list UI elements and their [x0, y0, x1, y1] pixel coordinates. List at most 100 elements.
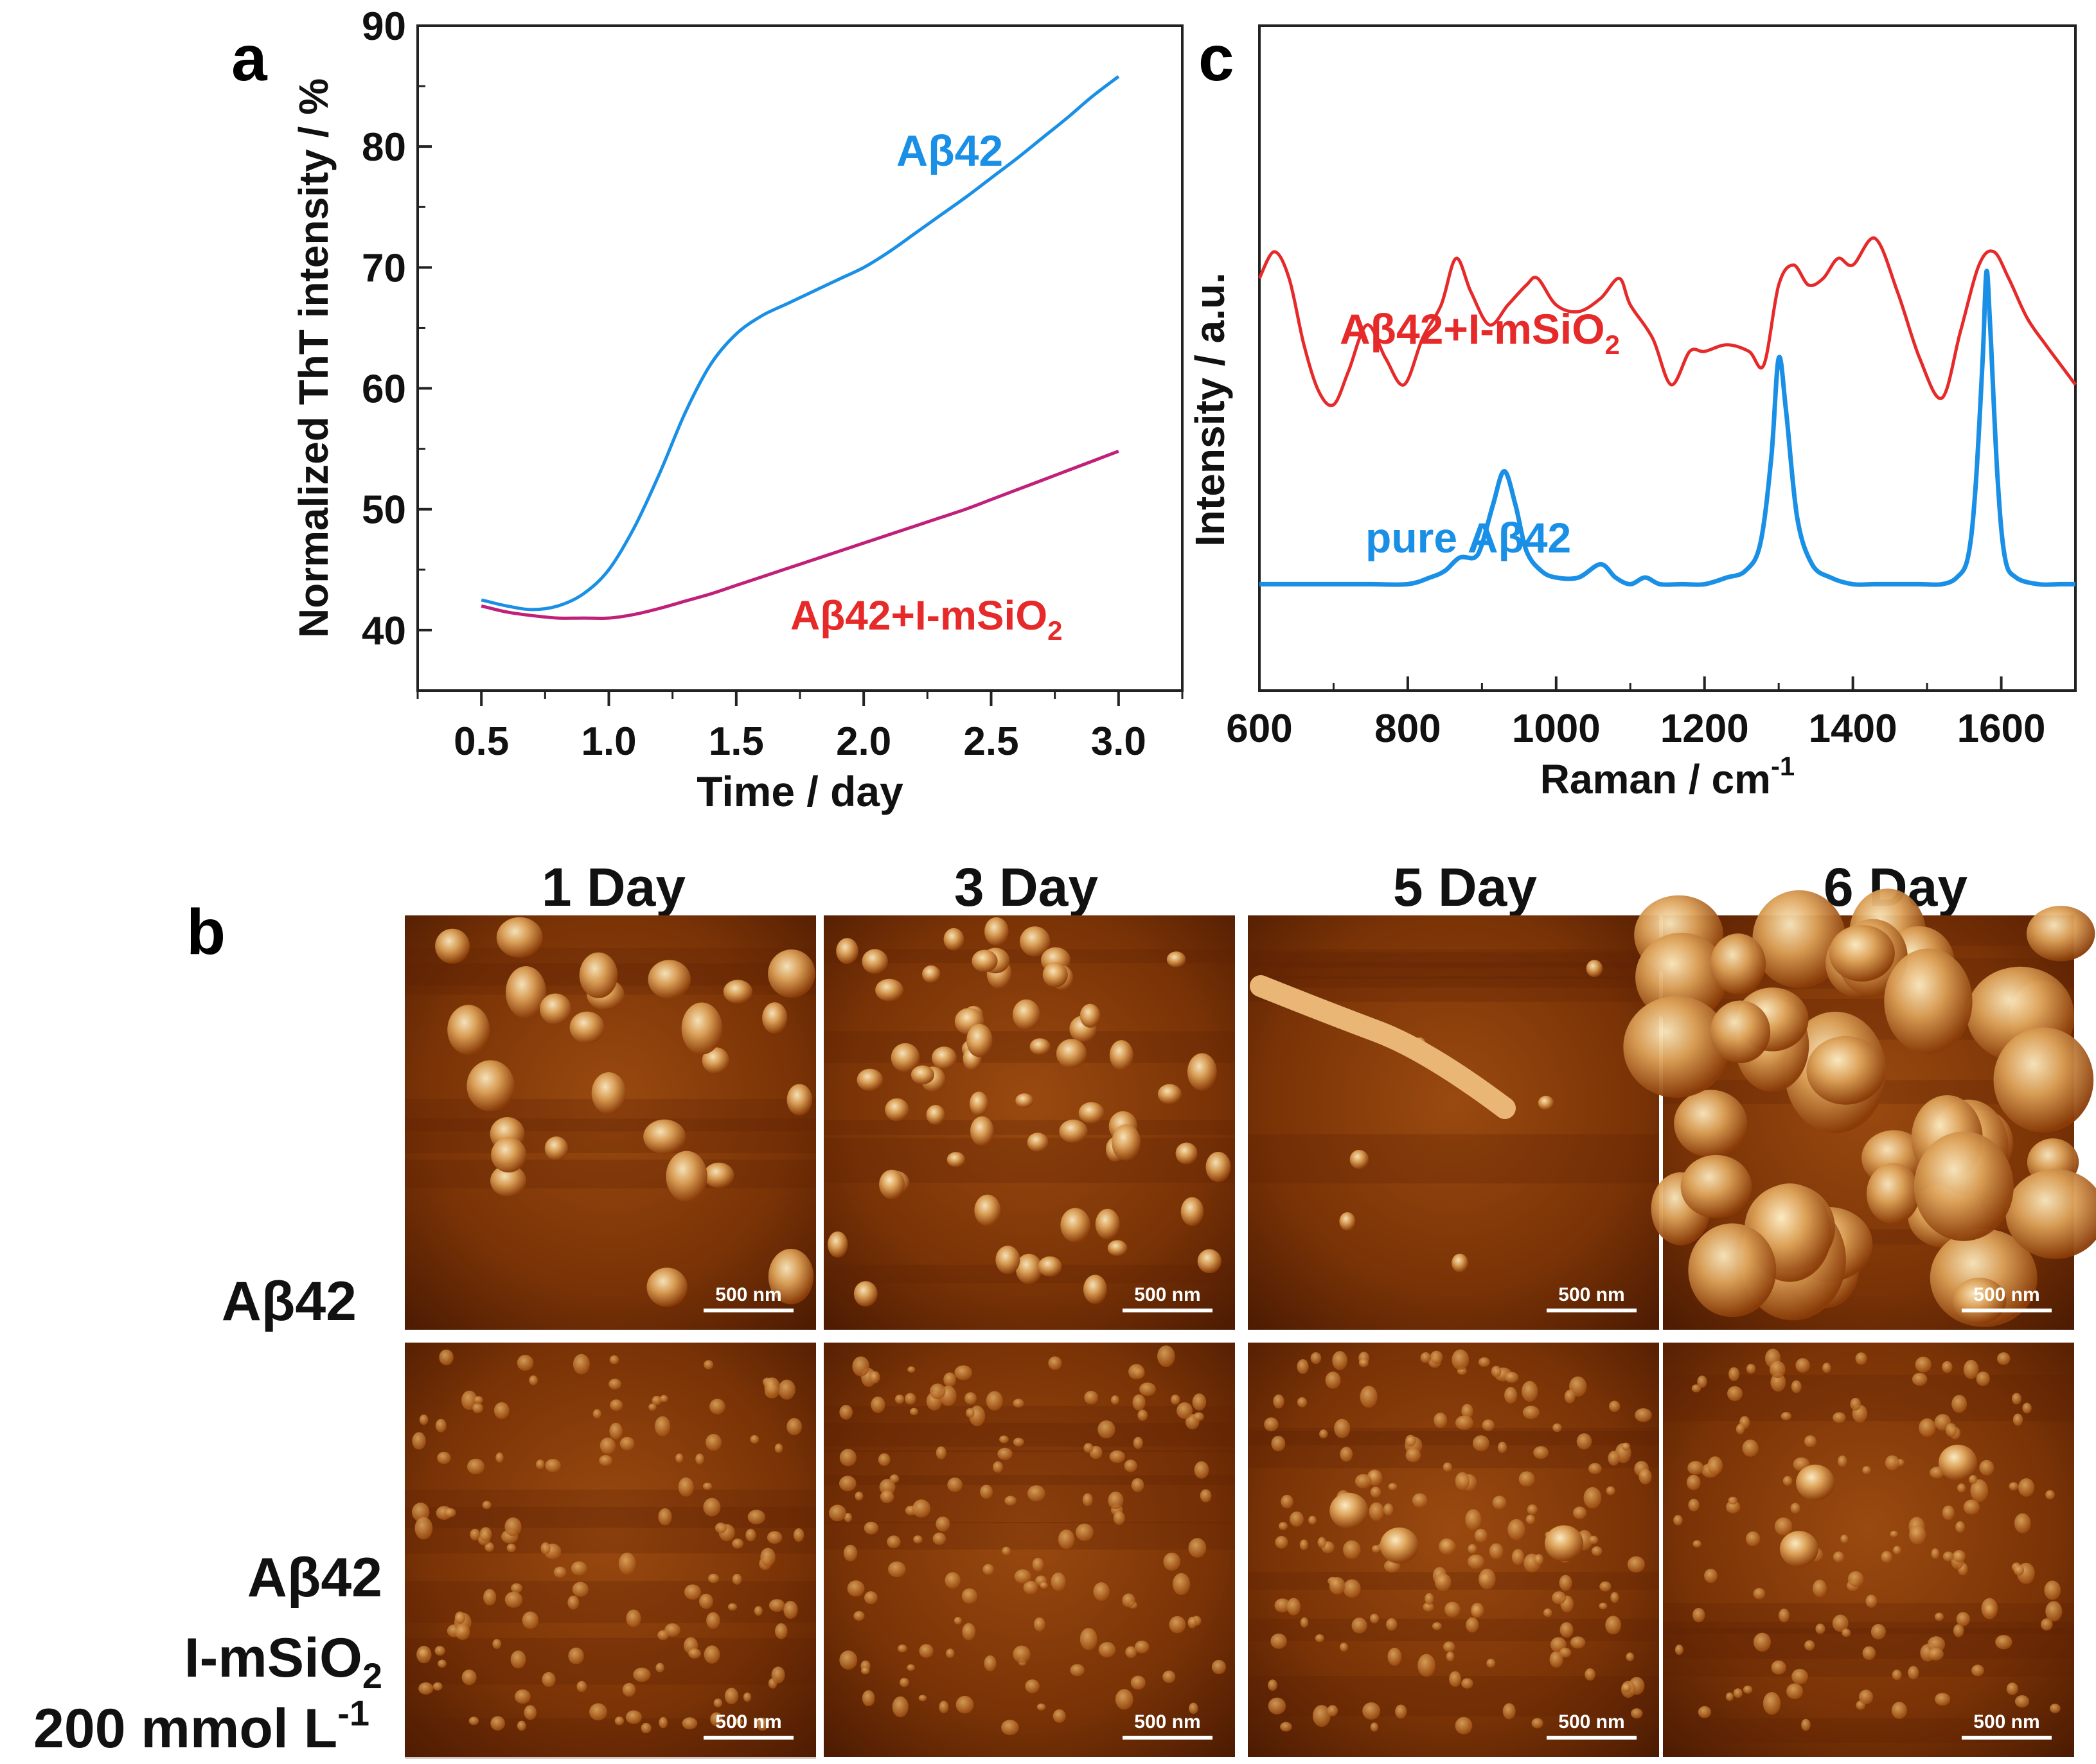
afm-particle	[1942, 1361, 1953, 1373]
afm-particle	[1312, 1705, 1331, 1727]
afm-particle	[1963, 1499, 1980, 1515]
afm-particle	[852, 1356, 870, 1377]
afm-particle	[1042, 962, 1068, 987]
afm-particle	[496, 917, 543, 958]
afm-particle	[1979, 1460, 1994, 1476]
afm-particle	[862, 1690, 875, 1707]
afm-background	[1663, 1343, 2074, 1757]
afm-particle	[484, 1542, 495, 1552]
afm-particle	[1931, 1548, 1940, 1559]
afm-particle	[619, 1436, 635, 1451]
afm-particle	[1801, 1718, 1811, 1731]
afm-particle	[1362, 1702, 1381, 1720]
afm-fibril	[1250, 975, 1516, 1119]
afm-particle	[1079, 1003, 1101, 1028]
afm-particle	[1559, 1622, 1574, 1638]
afm-particle	[1027, 1133, 1049, 1152]
afm-particle	[1083, 1443, 1094, 1453]
afm-particle	[954, 1365, 972, 1380]
afm-particle	[684, 1584, 702, 1600]
afm-particle	[1892, 1670, 1902, 1680]
row-label-treated-line1: Aβ42	[247, 1547, 382, 1609]
afm-particle	[479, 1527, 492, 1542]
afm-particle	[774, 1443, 783, 1453]
afm-particle	[573, 1354, 590, 1375]
afm-particle	[1112, 1124, 1141, 1161]
afm-particle	[1040, 1582, 1048, 1589]
afm-particle	[1029, 1038, 1051, 1055]
afm-aggregate	[1796, 1464, 1835, 1501]
afm-particle	[1334, 1418, 1351, 1438]
afm-particle	[1745, 1531, 1761, 1546]
afm-particle	[939, 1700, 949, 1713]
afm-particle	[1763, 1691, 1781, 1715]
afm-particle	[1673, 1515, 1683, 1526]
afm-particle	[1175, 1142, 1198, 1165]
afm-particle	[732, 1573, 742, 1585]
afm-particle	[1976, 1371, 1990, 1386]
afm-streak	[824, 949, 1235, 964]
afm-particle	[1559, 1647, 1572, 1658]
afm-particle	[1692, 1608, 1705, 1623]
afm-particle	[1833, 1412, 1846, 1424]
afm-particle	[678, 1477, 694, 1497]
afm-particle	[535, 1460, 545, 1470]
afm-particle	[1172, 1573, 1191, 1595]
afm-particle	[1025, 1679, 1040, 1693]
afm-particle	[1631, 1708, 1643, 1719]
afm-particle	[853, 1610, 865, 1621]
plot-frame	[416, 24, 1184, 692]
afm-particle	[504, 1517, 522, 1537]
afm-particle	[1482, 1419, 1495, 1431]
afm-particle	[1420, 1352, 1432, 1363]
afm-particle	[1452, 1253, 1468, 1273]
afm-particle	[1351, 1618, 1367, 1634]
afm-particle	[1015, 1093, 1034, 1108]
afm-particle	[1133, 1436, 1143, 1449]
afm-particle	[783, 1600, 798, 1619]
x-tick-label: 1.5	[709, 719, 764, 764]
afm-particle	[1504, 1387, 1518, 1404]
afm-particle	[1286, 1598, 1301, 1616]
afm-particle	[1446, 1652, 1455, 1662]
afm-particle	[880, 1490, 894, 1503]
afm-particle	[675, 1453, 684, 1463]
afm-particle	[1297, 1397, 1308, 1407]
afm-particle	[1956, 1612, 1970, 1627]
afm-particle	[648, 1403, 657, 1411]
x-tick-label: 0.5	[454, 719, 509, 764]
afm-particle	[997, 1447, 1013, 1460]
afm-particle	[878, 1453, 891, 1467]
afm-particle	[1070, 1664, 1085, 1677]
x-axis-label-text: Raman / cm	[1540, 756, 1771, 802]
afm-image-grid: 500 nm 500 nm 500 nm 500 nm 500 nm 500 nm 500 …	[405, 888, 2096, 1759]
afm-particle	[771, 1666, 785, 1684]
afm-particle	[1132, 1394, 1146, 1411]
afm-particle	[659, 1716, 668, 1729]
afm-particle	[1051, 1572, 1066, 1591]
afm-particle	[1187, 1616, 1197, 1628]
afm-particle	[1742, 1439, 1759, 1457]
afm-particle	[1743, 1685, 1753, 1694]
afm-particle	[1583, 1486, 1602, 1509]
afm-particle	[1468, 1544, 1477, 1554]
afm-particle	[1704, 1569, 1718, 1583]
afm-particle	[625, 1710, 642, 1724]
afm-particle	[905, 1393, 916, 1405]
afm-particle	[1281, 1494, 1293, 1509]
afm-particle	[889, 1474, 900, 1483]
series-label-pure-abeta42: pure Aβ42	[1365, 514, 1571, 561]
afm-particle	[1993, 1027, 2094, 1133]
afm-particle	[1543, 1608, 1552, 1618]
afm-particle	[1274, 1598, 1291, 1613]
afm-streak	[1248, 1427, 1659, 1469]
afm-particle	[2045, 1601, 2063, 1621]
scale-bar-label: 500 nm	[1134, 1711, 1200, 1733]
afm-particle	[1781, 1412, 1791, 1421]
afm-particle	[702, 1482, 713, 1490]
afm-streak	[1248, 1431, 1659, 1445]
afm-particle	[1605, 1616, 1622, 1635]
series-line-abeta42	[481, 75, 1120, 612]
afm-particle	[970, 1116, 994, 1146]
afm-particle	[504, 1591, 523, 1608]
